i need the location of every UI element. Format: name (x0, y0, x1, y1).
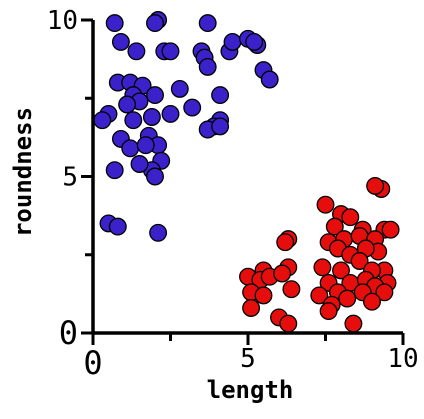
x-tick-label: 0 (83, 344, 102, 382)
scatter-point-series-2 (242, 299, 261, 317)
scatter-point-series-2 (341, 208, 360, 227)
scatter-point-series-1 (121, 139, 140, 158)
scatter-point-series-2 (279, 314, 298, 333)
y-tick-label: 5 (62, 163, 78, 193)
x-tick-label: 10 (387, 344, 418, 374)
scatter-point-series-1 (142, 108, 161, 126)
x-axis-label: length (207, 376, 294, 404)
scatter-point-series-1 (183, 98, 202, 117)
scatter-point-series-2 (363, 292, 381, 311)
scatter-point-series-1 (105, 161, 124, 180)
scatter-point-series-1 (161, 104, 180, 123)
scatter-point-series-2 (319, 302, 338, 321)
scatter-point-series-1 (146, 86, 164, 105)
scatter-point-series-1 (161, 42, 180, 61)
scatter-point-series-1 (93, 111, 112, 130)
scatter-point-series-2 (332, 261, 350, 280)
y-axis-label: roundness (9, 107, 37, 237)
scatter-point-series-2 (325, 217, 344, 236)
scatter-point-series-2 (344, 314, 363, 333)
scatter-point-series-2 (310, 286, 329, 305)
scatter-point-series-1 (245, 32, 264, 51)
scatter-point-series-1 (136, 136, 155, 155)
scatter-point-series-1 (223, 32, 242, 51)
scatter-point-series-2 (350, 252, 369, 270)
scatter-point-series-2 (313, 258, 332, 277)
scatter-point-series-2 (316, 195, 335, 214)
scatter-point-series-2 (381, 220, 400, 239)
scatter-point-series-1 (118, 95, 137, 114)
scatter-point-series-2 (273, 264, 292, 283)
scatter-point-series-1 (111, 32, 130, 51)
scatter-point-series-1 (146, 167, 164, 186)
y-tick-label: 10 (47, 6, 78, 36)
scatter-point-series-1 (127, 42, 146, 61)
scatter-point-series-1 (211, 117, 230, 136)
x-tick-label: 5 (240, 344, 256, 374)
scatter-point-series-2 (375, 283, 394, 302)
scatter-point-series-2 (338, 289, 357, 308)
scatter-point-series-2 (276, 233, 295, 252)
scatter-point-series-1 (170, 79, 189, 98)
scatter-point-series-1 (260, 70, 279, 89)
scatter-point-series-1 (198, 14, 217, 33)
scatter-point-series-1 (198, 57, 217, 76)
points-layer (93, 11, 400, 333)
scatter-point-series-2 (282, 280, 301, 299)
scatter-point-series-1 (211, 86, 230, 105)
scatter-point-series-1 (149, 223, 168, 242)
scatter-point-series-1 (130, 155, 149, 173)
scatter-point-series-1 (146, 14, 164, 33)
scatter-point-series-2 (254, 286, 273, 305)
y-tick-label: 0 (59, 314, 78, 352)
scatter-point-series-1 (124, 111, 143, 130)
ticks-layer: 0 5 10 0 5 10 (47, 6, 419, 382)
scatter-point-series-1 (108, 217, 127, 236)
scatter-point-series-1 (105, 14, 124, 33)
scatter-point-series-2 (366, 176, 385, 195)
